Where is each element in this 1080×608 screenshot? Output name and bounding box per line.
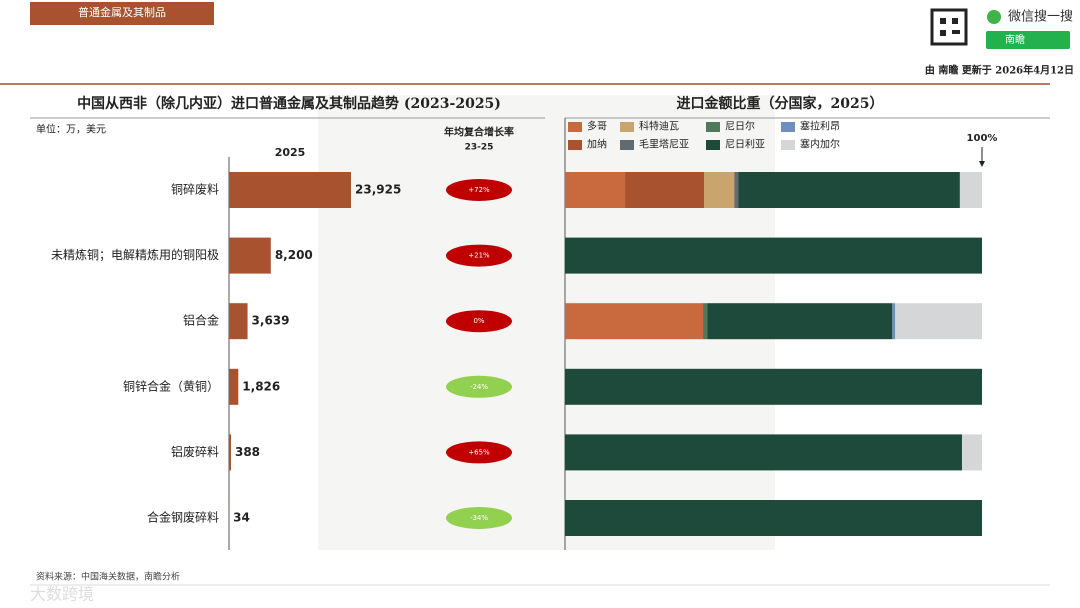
wechat-icon xyxy=(987,10,1001,24)
bar-segment xyxy=(565,434,962,471)
bar xyxy=(229,237,271,274)
category-label: 铝废碎料 xyxy=(171,444,219,459)
growth-badge xyxy=(446,441,512,464)
growth-badge xyxy=(446,507,512,529)
legend-label: 多哥 xyxy=(587,120,607,133)
bar-segment xyxy=(565,303,704,340)
legend-swatch xyxy=(620,122,634,132)
tick-arrowhead xyxy=(979,161,985,167)
bar xyxy=(229,368,239,405)
growth-label: +21% xyxy=(468,252,490,260)
legend-swatch xyxy=(781,122,795,132)
bar-segment xyxy=(738,172,960,208)
growth-title: 年均复合增长率 xyxy=(444,126,514,139)
category-label: 合金钢废碎料 xyxy=(147,510,219,525)
search-button-label[interactable]: 南瞻 xyxy=(1005,33,1025,46)
bar-segment xyxy=(703,303,708,340)
bar xyxy=(229,172,351,208)
bar-segment xyxy=(565,368,982,405)
value-label: 388 xyxy=(235,445,260,459)
value-label: 3,639 xyxy=(252,314,290,328)
growth-label: +65% xyxy=(468,448,490,456)
value-label: 1,826 xyxy=(242,379,280,393)
growth-badge xyxy=(446,310,512,333)
legend-swatch xyxy=(706,140,720,150)
legend-swatch xyxy=(568,122,582,132)
growth-label: -34% xyxy=(470,514,488,522)
growth-subtitle: 23-25 xyxy=(465,143,494,153)
bar xyxy=(229,303,248,340)
bar-segment xyxy=(959,172,982,208)
legend-label: 毛里塔尼亚 xyxy=(639,138,689,151)
logo: 大数跨境 xyxy=(30,585,94,604)
category-label: 铜锌合金（黄铜） xyxy=(123,378,219,393)
bar-segment xyxy=(704,172,735,208)
bar-segment xyxy=(565,500,982,536)
bar xyxy=(229,434,231,471)
bar-segment xyxy=(565,237,982,274)
unit: 单位：万，美元 xyxy=(36,123,106,136)
qr-code xyxy=(930,8,968,46)
bar-segment xyxy=(625,172,705,208)
update-note: 由 南瞻 更新于 2026年4月12日 xyxy=(925,64,1074,77)
growth-label: -24% xyxy=(470,383,488,391)
category-label: 未精炼铜；电解精炼用的铜阳极 xyxy=(51,247,219,262)
source: 资料来源：中国海关数据，南瞻分析 xyxy=(36,571,180,583)
growth-badge xyxy=(446,244,512,267)
growth-badge xyxy=(446,375,512,398)
category-label: 铜碎废料 xyxy=(171,182,219,197)
legend-label: 塞拉利昂 xyxy=(800,120,840,133)
growth-label: 0% xyxy=(473,317,484,325)
bar-segment xyxy=(565,172,626,208)
category-label: 铝合金 xyxy=(183,313,219,328)
bar-segment xyxy=(707,303,893,340)
bar-segment xyxy=(961,434,982,471)
bar-segment xyxy=(734,172,739,208)
growth-label: +72% xyxy=(468,186,490,194)
legend-swatch xyxy=(706,122,720,132)
legend-label: 科特迪瓦 xyxy=(639,120,679,133)
header-tag-bg xyxy=(30,2,214,25)
bar-segment xyxy=(895,303,982,340)
search-button[interactable] xyxy=(986,31,1070,49)
value-label: 34 xyxy=(233,511,250,525)
right-title: 进口金额比重（分国家，2025） xyxy=(677,95,884,112)
bar-segment xyxy=(892,303,896,340)
legend-swatch xyxy=(781,140,795,150)
x-tick-label: 100% xyxy=(967,133,998,144)
legend-label: 加纳 xyxy=(587,138,607,151)
search-label: 微信搜一搜 xyxy=(1008,10,1073,25)
legend-label: 尼日利亚 xyxy=(725,139,765,151)
legend-label: 尼日尔 xyxy=(725,120,755,133)
left-title: 中国从西非（除几内亚）进口普通金属及其制品趋势 (2023-2025) xyxy=(77,95,501,112)
growth-badge xyxy=(446,179,512,201)
legend-swatch xyxy=(620,140,634,150)
header-tag: 普通金属及其制品 xyxy=(78,5,166,19)
value-label: 8,200 xyxy=(275,248,313,262)
legend-swatch xyxy=(568,140,582,150)
legend-label: 塞内加尔 xyxy=(800,138,840,151)
value-label: 23,925 xyxy=(355,183,401,197)
column-header: 2025 xyxy=(275,146,306,159)
